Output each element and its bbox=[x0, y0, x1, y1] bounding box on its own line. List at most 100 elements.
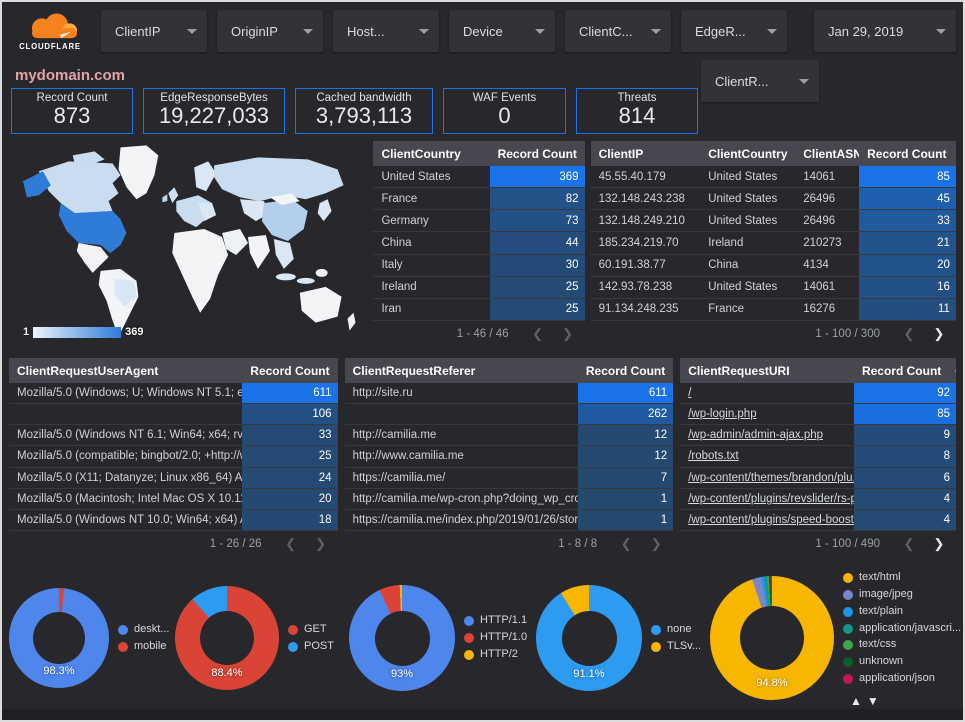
table-row[interactable]: /robots.txt 8 bbox=[680, 446, 956, 468]
table-row[interactable]: 132.148.249.210 United States 26496 33 bbox=[590, 210, 956, 233]
table-row[interactable]: Mozilla/5.0 (X11; Datanyze; Linux x86_64… bbox=[9, 467, 338, 489]
legend-item[interactable]: TLSv... bbox=[651, 640, 701, 654]
uri-link-cell[interactable]: /wp-admin/admin-ajax.php bbox=[688, 429, 824, 442]
date-range-filter[interactable]: Jan 29, 2019 bbox=[814, 10, 956, 52]
sort-desc-icon[interactable]: ▼ bbox=[334, 368, 338, 377]
sort-desc-icon[interactable]: ▼ bbox=[950, 151, 955, 160]
table-row[interactable]: China 44 bbox=[373, 232, 585, 255]
legend-item[interactable]: mobile bbox=[118, 640, 169, 654]
legend-item[interactable]: text/css bbox=[843, 638, 961, 652]
table-row[interactable]: http://camilia.me/wp-cron.php?doing_wp_c… bbox=[344, 488, 674, 510]
sort-desc-icon[interactable]: ▼ bbox=[669, 368, 673, 377]
table-row[interactable]: Mozilla/5.0 (Windows NT 10.0; Win64; x64… bbox=[9, 509, 338, 531]
table-row[interactable]: /wp-content/plugins/speed-booste... 4 bbox=[680, 509, 956, 531]
uri-link-cell[interactable]: / bbox=[688, 387, 692, 400]
column-header[interactable]: ClientRequestUserAgent bbox=[17, 363, 159, 378]
table-row[interactable]: /wp-login.php 85 bbox=[680, 404, 956, 426]
uri-link-cell[interactable]: /wp-content/themes/brandon/plu... bbox=[688, 471, 854, 484]
sort-desc-icon[interactable]: ▼ bbox=[581, 151, 585, 160]
legend-item[interactable]: POST bbox=[288, 640, 334, 654]
table-row[interactable]: https://camilia.me/index.php/2019/01/26/… bbox=[344, 509, 674, 531]
table-row[interactable]: 142.93.78.238 United States 14061 16 bbox=[590, 276, 956, 299]
column-header[interactable]: Record Count▼ bbox=[242, 364, 337, 378]
filter-edgeresponse[interactable]: EdgeR... bbox=[681, 10, 787, 52]
column-header[interactable]: ClientCountry bbox=[381, 146, 461, 161]
legend-item[interactable]: deskt... bbox=[118, 623, 169, 637]
table-row[interactable]: http://site.ru 611 bbox=[344, 383, 674, 405]
table-row[interactable]: / 92 bbox=[680, 383, 956, 405]
uri-link-cell[interactable]: /wp-content/plugins/revslider/rs-p... bbox=[688, 492, 854, 505]
legend-item[interactable]: application/javascri... bbox=[843, 622, 961, 636]
table-row[interactable]: http://camilia.me 12 bbox=[344, 425, 674, 447]
filter-host[interactable]: Host... bbox=[333, 10, 439, 52]
pagination-prev-icon[interactable]: ❮ bbox=[285, 535, 297, 551]
table-row[interactable]: 91.134.248.235 France 16276 11 bbox=[590, 298, 956, 321]
content-type-donut[interactable]: 94.8% bbox=[710, 576, 834, 700]
pagination-next-icon[interactable]: ❯ bbox=[650, 535, 662, 551]
filter-clientrequest[interactable]: ClientR... bbox=[701, 60, 819, 102]
table-row[interactable]: https://camilia.me/7 bbox=[344, 467, 674, 489]
http-version-donut[interactable]: 93% bbox=[349, 585, 455, 691]
column-header[interactable]: ClientRequestReferer bbox=[352, 363, 476, 378]
uri-link-cell[interactable]: /wp-content/plugins/speed-booste... bbox=[688, 513, 854, 526]
table-row[interactable]: 262 bbox=[344, 404, 674, 426]
table-row[interactable]: Italy 30 bbox=[373, 254, 585, 277]
uri-link-cell[interactable]: /wp-login.php bbox=[688, 408, 757, 421]
column-header[interactable]: ClientASN bbox=[803, 146, 860, 161]
table-row[interactable]: 45.55.40.179 United States 14061 85 bbox=[590, 166, 956, 189]
pagination-next-icon[interactable]: ❯ bbox=[562, 325, 574, 341]
legend-item[interactable]: none bbox=[651, 623, 701, 637]
device-type-donut[interactable]: 98.3% bbox=[9, 588, 109, 688]
table-row[interactable]: United States 369 bbox=[373, 166, 585, 189]
legend-item[interactable]: GET bbox=[288, 623, 334, 637]
pagination-next-icon[interactable]: ❯ bbox=[933, 325, 945, 341]
column-header[interactable]: Record Count▼ bbox=[854, 364, 956, 378]
table-row[interactable]: Iran 25 bbox=[373, 298, 585, 321]
pagination-prev-icon[interactable]: ❮ bbox=[532, 325, 544, 341]
table-row[interactable]: Ireland 25 bbox=[373, 276, 585, 299]
legend-item[interactable]: image/jpeg bbox=[843, 588, 961, 602]
legend-item[interactable]: text/html bbox=[843, 571, 961, 585]
world-map-chart[interactable]: 1 369 bbox=[9, 141, 367, 346]
uri-link-cell[interactable]: /robots.txt bbox=[688, 450, 739, 463]
legend-item[interactable]: HTTP/2 bbox=[464, 648, 526, 662]
filter-device[interactable]: Device bbox=[449, 10, 555, 52]
filter-originip[interactable]: OriginIP bbox=[217, 10, 323, 52]
pagination-next-icon[interactable]: ❯ bbox=[315, 535, 327, 551]
table-row[interactable]: Mozilla/5.0 (Macintosh; Intel Mac OS X 1… bbox=[9, 488, 338, 510]
column-header[interactable]: Record Count▼ bbox=[490, 147, 585, 161]
pagination-prev-icon[interactable]: ❮ bbox=[903, 325, 915, 341]
column-header[interactable]: ClientCountry bbox=[708, 146, 788, 161]
table-row[interactable]: 60.191.38.77 China 4134 20 bbox=[590, 254, 956, 277]
legend-item[interactable]: text/plain bbox=[843, 605, 961, 619]
legend-item[interactable]: HTTP/1.0 bbox=[464, 631, 527, 645]
filter-clientcountry[interactable]: ClientC... bbox=[565, 10, 671, 52]
table-row[interactable]: 106 bbox=[9, 404, 338, 426]
column-header[interactable]: Record Count▼ bbox=[859, 147, 956, 161]
table-row[interactable]: 185.234.219.70 Ireland 210273 21 bbox=[590, 232, 956, 255]
table-row[interactable]: http://www.camilia.me 12 bbox=[344, 446, 674, 468]
legend-scroll-arrows[interactable]: ▲▼ bbox=[850, 693, 884, 708]
table-row[interactable]: /wp-content/themes/brandon/plu... 6 bbox=[680, 467, 956, 489]
table-row[interactable]: Mozilla/5.0 (compatible; bingbot/2.0; +h… bbox=[9, 446, 338, 468]
table-row[interactable]: /wp-admin/admin-ajax.php 9 bbox=[680, 425, 956, 447]
legend-item[interactable]: unknown bbox=[843, 655, 961, 669]
pagination-next-icon[interactable]: ❯ bbox=[933, 535, 945, 551]
column-header[interactable]: ClientRequestURI bbox=[688, 363, 790, 378]
filter-clientip[interactable]: ClientIP bbox=[101, 10, 207, 52]
legend-item[interactable]: HTTP/1.1 bbox=[464, 614, 527, 628]
pagination-prev-icon[interactable]: ❮ bbox=[620, 535, 632, 551]
table-row[interactable]: Germany 73 bbox=[373, 210, 585, 233]
table-row[interactable]: /wp-content/plugins/revslider/rs-p... 4 bbox=[680, 488, 956, 510]
table-row[interactable]: Mozilla/5.0 (Windows; U; Windows NT 5.1;… bbox=[9, 383, 338, 405]
tls-version-donut[interactable]: 91.1% bbox=[536, 585, 642, 691]
http-method-donut[interactable]: 88.4% bbox=[175, 586, 279, 690]
sort-desc-icon[interactable]: ▼ bbox=[945, 368, 956, 377]
pagination-prev-icon[interactable]: ❮ bbox=[903, 535, 915, 551]
legend-item[interactable]: application/json bbox=[843, 672, 961, 686]
table-row[interactable]: 132.148.243.238 United States 26496 45 bbox=[590, 188, 956, 211]
column-header[interactable]: ClientIP bbox=[598, 146, 644, 161]
table-row[interactable]: Mozilla/5.0 (Windows NT 6.1; Win64; x64;… bbox=[9, 425, 338, 447]
table-row[interactable]: France 82 bbox=[373, 188, 585, 211]
column-header[interactable]: Record Count▼ bbox=[578, 364, 673, 378]
